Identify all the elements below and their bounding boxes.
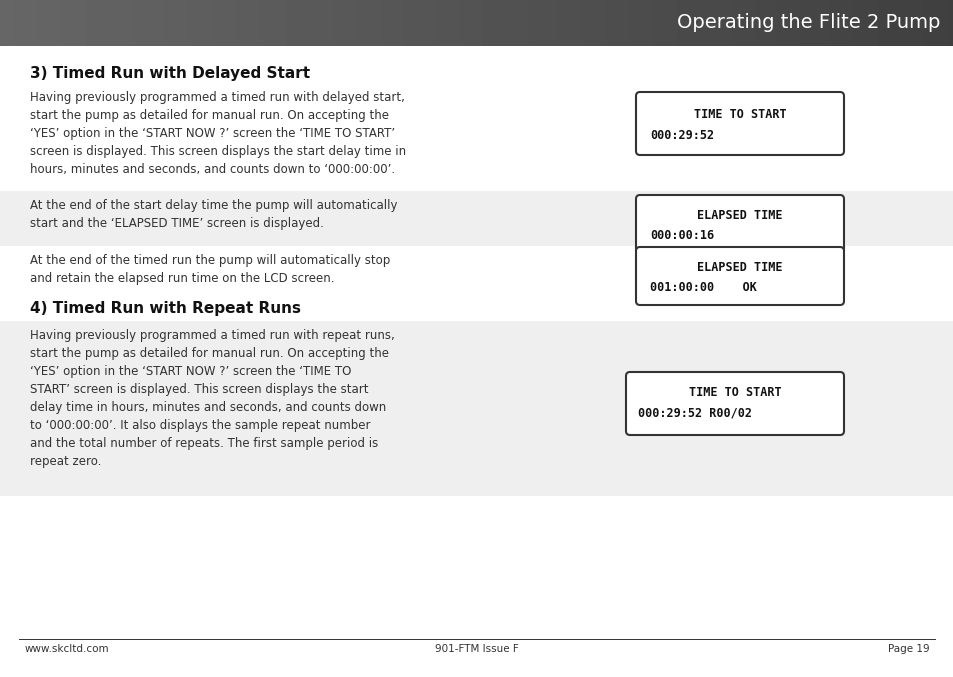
FancyBboxPatch shape bbox=[0, 191, 953, 246]
Text: ELAPSED TIME: ELAPSED TIME bbox=[697, 261, 781, 274]
Text: ELAPSED TIME: ELAPSED TIME bbox=[697, 209, 781, 222]
Text: 001:00:00    OK: 001:00:00 OK bbox=[649, 281, 756, 294]
Text: At the end of the timed run the pump will automatically stop
and retain the elap: At the end of the timed run the pump wil… bbox=[30, 254, 390, 285]
Text: Page 19: Page 19 bbox=[887, 644, 929, 654]
FancyBboxPatch shape bbox=[636, 92, 843, 155]
FancyBboxPatch shape bbox=[0, 246, 953, 296]
Text: 000:29:52: 000:29:52 bbox=[649, 129, 714, 142]
Text: Operating the Flite 2 Pump: Operating the Flite 2 Pump bbox=[676, 14, 939, 32]
FancyBboxPatch shape bbox=[636, 195, 843, 253]
Text: 901-FTM Issue F: 901-FTM Issue F bbox=[435, 644, 518, 654]
Text: TIME TO START: TIME TO START bbox=[688, 386, 781, 399]
Text: 4) Timed Run with Repeat Runs: 4) Timed Run with Repeat Runs bbox=[30, 301, 301, 316]
Text: Having previously programmed a timed run with repeat runs,
start the pump as det: Having previously programmed a timed run… bbox=[30, 329, 395, 468]
FancyBboxPatch shape bbox=[636, 247, 843, 305]
FancyBboxPatch shape bbox=[0, 86, 953, 191]
FancyBboxPatch shape bbox=[0, 321, 953, 496]
Text: Having previously programmed a timed run with delayed start,
start the pump as d: Having previously programmed a timed run… bbox=[30, 91, 406, 176]
Text: www.skcltd.com: www.skcltd.com bbox=[25, 644, 110, 654]
Text: At the end of the start delay time the pump will automatically
start and the ‘EL: At the end of the start delay time the p… bbox=[30, 199, 397, 230]
Text: 3) Timed Run with Delayed Start: 3) Timed Run with Delayed Start bbox=[30, 66, 310, 81]
Text: 000:29:52 R00/02: 000:29:52 R00/02 bbox=[638, 406, 751, 419]
FancyBboxPatch shape bbox=[625, 372, 843, 435]
Text: TIME TO START: TIME TO START bbox=[693, 108, 785, 121]
Text: 000:00:16: 000:00:16 bbox=[649, 229, 714, 242]
